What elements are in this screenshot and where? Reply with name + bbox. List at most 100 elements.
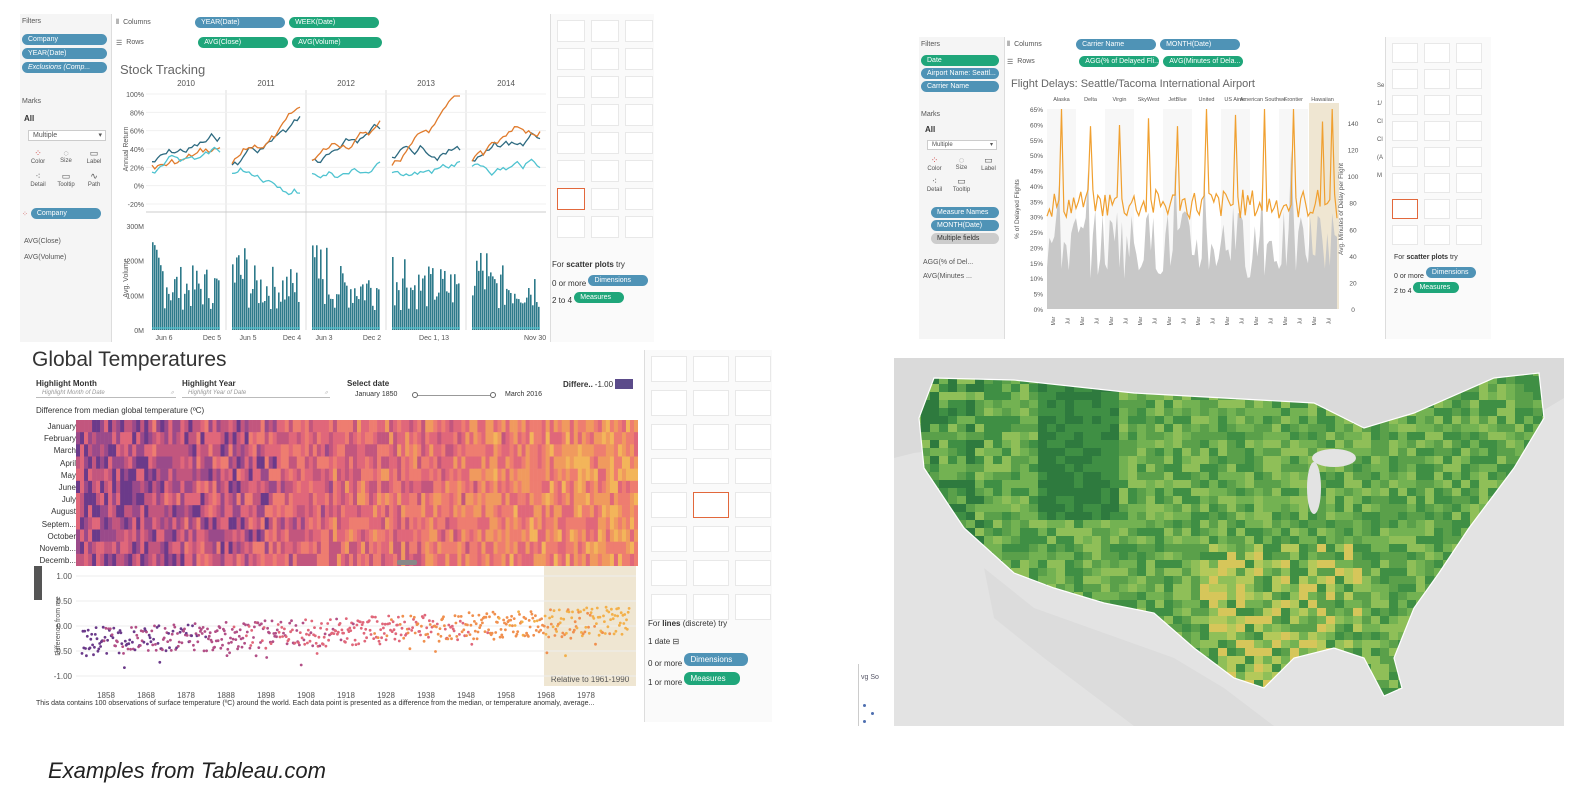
show-me-box-plot-icon[interactable]	[735, 560, 771, 586]
show-me-dual-line-icon[interactable]	[735, 492, 771, 518]
rows-pill-close[interactable]: AVG(Close)	[198, 37, 289, 48]
measure-avg-volume[interactable]: AVG(Volume)	[24, 254, 67, 261]
show-me-symbol-map-icon[interactable]	[557, 48, 585, 70]
show-me-line-cont-icon[interactable]	[557, 132, 585, 154]
show-me-symbol-map-icon[interactable]	[651, 390, 687, 416]
show-me-side-circle-icon[interactable]	[625, 104, 653, 126]
marks-pill-company[interactable]: Company	[30, 208, 101, 219]
filter-pill-carrier[interactable]: Carrier Name	[921, 81, 999, 92]
color-mark-button[interactable]: ⁘ Color	[24, 148, 52, 165]
show-me-line-disc-icon[interactable]	[591, 132, 619, 154]
marks-pill-month[interactable]: MONTH(Date)	[931, 220, 999, 231]
show-me-text-table-icon[interactable]	[651, 356, 687, 382]
marks-pill-multiple[interactable]: Multiple fields	[931, 233, 999, 244]
tooltip-mark-button[interactable]: ▭ Tooltip	[52, 171, 80, 188]
slider-handle-start[interactable]	[412, 392, 418, 398]
show-me-bubbles-icon[interactable]	[1456, 225, 1482, 245]
show-me-histogram-icon[interactable]	[1424, 199, 1450, 219]
show-me-histogram-icon[interactable]	[693, 560, 729, 586]
show-me-heat-map-icon[interactable]	[1424, 43, 1450, 63]
measure-agg-delayed[interactable]: AGG(% of Del...	[923, 259, 974, 266]
measure-avg-minutes[interactable]: AVG(Minutes ...	[923, 273, 972, 280]
show-me-stacked-bar-icon[interactable]	[693, 424, 729, 450]
show-me-dual-line-icon[interactable]	[625, 132, 653, 154]
rows-pill-minutes[interactable]: AVG(Minutes of Dela...	[1163, 56, 1244, 67]
highlight-year-input[interactable]: Highlight Year of Date ⌕	[182, 388, 330, 398]
show-me-stacked-bar-icon[interactable]	[591, 76, 619, 98]
show-me-area-cont-icon[interactable]	[651, 526, 687, 552]
show-me-bullet-icon[interactable]	[1424, 225, 1450, 245]
show-me-filled-map-icon[interactable]	[693, 390, 729, 416]
show-me-area-cont-icon[interactable]	[1392, 173, 1418, 193]
show-me-hbar-icon[interactable]	[557, 76, 585, 98]
show-me-histogram-icon[interactable]	[591, 188, 619, 210]
show-me-side-circle-icon[interactable]	[735, 458, 771, 484]
show-me-treemap-icon[interactable]	[557, 104, 585, 126]
show-me-dual-line-icon[interactable]	[1456, 147, 1482, 167]
show-me-filled-map-icon[interactable]	[591, 48, 619, 70]
show-me-gantt-icon[interactable]	[1392, 225, 1418, 245]
measure-avg-close[interactable]: AVG(Close)	[24, 238, 61, 245]
show-me-filled-map-icon[interactable]	[1424, 69, 1450, 89]
path-mark-button[interactable]: ∿ Path	[80, 171, 108, 188]
show-me-gantt-icon[interactable]	[557, 216, 585, 238]
show-me-scatter-icon[interactable]	[651, 560, 687, 586]
show-me-highlight-table-icon[interactable]	[1456, 43, 1482, 63]
show-me-gantt-icon[interactable]	[651, 594, 687, 620]
show-me-scatter-icon[interactable]	[1392, 199, 1418, 219]
show-me-bubbles-icon[interactable]	[735, 594, 771, 620]
heatmap-resize-handle[interactable]	[397, 560, 417, 565]
show-me-highlight-table-icon[interactable]	[735, 356, 771, 382]
detail-mark-button[interactable]: ⁖ Detail	[921, 176, 948, 193]
columns-pill-carrier[interactable]: Carrier Name	[1076, 39, 1157, 50]
show-me-heat-map-icon[interactable]	[591, 20, 619, 42]
show-me-line-cont-icon[interactable]	[651, 492, 687, 518]
date-range-slider[interactable]	[412, 392, 496, 398]
show-me-dual-combo-icon[interactable]	[625, 160, 653, 182]
color-mark-button[interactable]: ⁘ Color	[921, 155, 948, 172]
highlight-month-input[interactable]: Highlight Month of Date ⌕	[36, 388, 176, 398]
show-me-treemap-icon[interactable]	[651, 458, 687, 484]
filter-pill-year[interactable]: YEAR(Date)	[22, 48, 107, 59]
show-me-box-plot-icon[interactable]	[625, 188, 653, 210]
show-me-side-bar-icon[interactable]	[625, 76, 653, 98]
show-me-stacked-bar-icon[interactable]	[1424, 95, 1450, 115]
columns-pill-year[interactable]: YEAR(Date)	[195, 17, 286, 28]
show-me-scatter-icon[interactable]	[557, 188, 585, 210]
show-me-line-disc-icon[interactable]	[1424, 147, 1450, 167]
show-me-text-table-icon[interactable]	[1392, 43, 1418, 63]
show-me-side-bar-icon[interactable]	[1456, 95, 1482, 115]
rows-pill-delayed[interactable]: AGG(% of Delayed Fli...	[1079, 56, 1160, 67]
show-me-circle-view-icon[interactable]	[1424, 121, 1450, 141]
columns-shelf[interactable]: ⦀ Columns Carrier Name MONTH(Date)	[1007, 39, 1241, 50]
marks-pill-measure-names[interactable]: Measure Names	[931, 207, 999, 218]
show-me-area-disc-icon[interactable]	[1424, 173, 1450, 193]
label-mark-button[interactable]: ▭ Label	[975, 155, 1002, 172]
columns-pill-month[interactable]: MONTH(Date)	[1160, 39, 1241, 50]
show-me-side-bar-icon[interactable]	[735, 424, 771, 450]
columns-shelf[interactable]: ⦀ Columns YEAR(Date) WEEK(Date)	[116, 17, 380, 28]
filter-pill-exclusions[interactable]: Exclusions (Comp...	[22, 62, 107, 73]
tooltip-mark-button[interactable]: ▭ Tooltip	[948, 176, 975, 193]
filter-pill-company[interactable]: Company	[22, 34, 107, 45]
show-me-line-cont-icon[interactable]	[1392, 147, 1418, 167]
show-me-box-plot-icon[interactable]	[1456, 199, 1482, 219]
show-me-bullet-icon[interactable]	[693, 594, 729, 620]
show-me-text-table-icon[interactable]	[557, 20, 585, 42]
size-mark-button[interactable]: ◌ Size	[52, 148, 80, 165]
show-me-hbar-icon[interactable]	[651, 424, 687, 450]
show-me-highlight-table-icon[interactable]	[625, 20, 653, 42]
show-me-pie-icon[interactable]	[625, 48, 653, 70]
show-me-bubbles-icon[interactable]	[625, 216, 653, 238]
show-me-area-cont-icon[interactable]	[557, 160, 585, 182]
show-me-pie-icon[interactable]	[1456, 69, 1482, 89]
show-me-treemap-icon[interactable]	[1392, 121, 1418, 141]
rows-shelf[interactable]: ☰ Rows AVG(Close) AVG(Volume)	[116, 37, 383, 48]
filter-pill-date[interactable]: Date	[921, 55, 999, 66]
detail-mark-button[interactable]: ⁖ Detail	[24, 171, 52, 188]
show-me-side-circle-icon[interactable]	[1456, 121, 1482, 141]
filter-pill-airport[interactable]: Airport Name: Seattl...	[921, 68, 999, 79]
rows-shelf[interactable]: ☰ Rows AGG(% of Delayed Fli... AVG(Minut…	[1007, 56, 1244, 67]
show-me-heat-map-icon[interactable]	[693, 356, 729, 382]
show-me-area-disc-icon[interactable]	[693, 526, 729, 552]
